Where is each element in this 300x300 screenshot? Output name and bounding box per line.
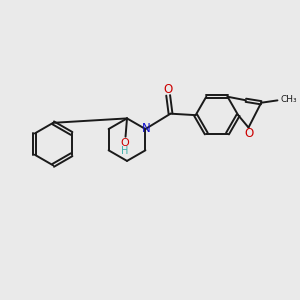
Text: O: O (120, 138, 129, 148)
Text: O: O (244, 127, 254, 140)
Text: O: O (164, 83, 173, 96)
Text: N: N (142, 122, 151, 135)
Text: H: H (121, 146, 128, 157)
Text: CH₃: CH₃ (281, 95, 298, 104)
